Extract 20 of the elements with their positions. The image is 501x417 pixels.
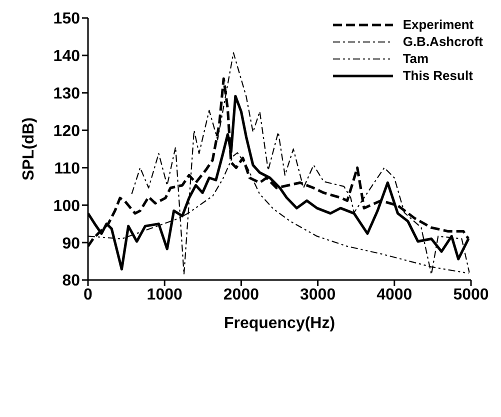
y-tick-label: 100	[53, 198, 80, 215]
legend-label: G.B.Ashcroft	[402, 34, 483, 49]
legend-label: Experiment	[402, 17, 474, 32]
y-tick-label: 80	[62, 272, 80, 290]
y-tick-label: 120	[53, 122, 80, 140]
x-tick-label: 0	[84, 286, 93, 304]
y-tick-label: 90	[62, 235, 80, 252]
legend-label: This Result	[402, 68, 473, 83]
y-tick-label: 150	[53, 10, 80, 28]
x-tick-label: 1000	[146, 286, 182, 304]
x-tick-label: 2000	[223, 286, 260, 304]
x-tick-label: 5000	[453, 286, 489, 304]
legend-label: Tam	[402, 51, 429, 66]
y-tick-label: 130	[53, 86, 80, 103]
x-axis-title: Frequency(Hz)	[224, 315, 336, 332]
y-tick-label: 140	[53, 48, 80, 66]
x-tick-label: 3000	[300, 286, 336, 304]
y-tick-label: 110	[54, 160, 80, 178]
x-tick-label: 4000	[376, 286, 412, 304]
y-axis-title: SPL(dB)	[20, 117, 38, 181]
